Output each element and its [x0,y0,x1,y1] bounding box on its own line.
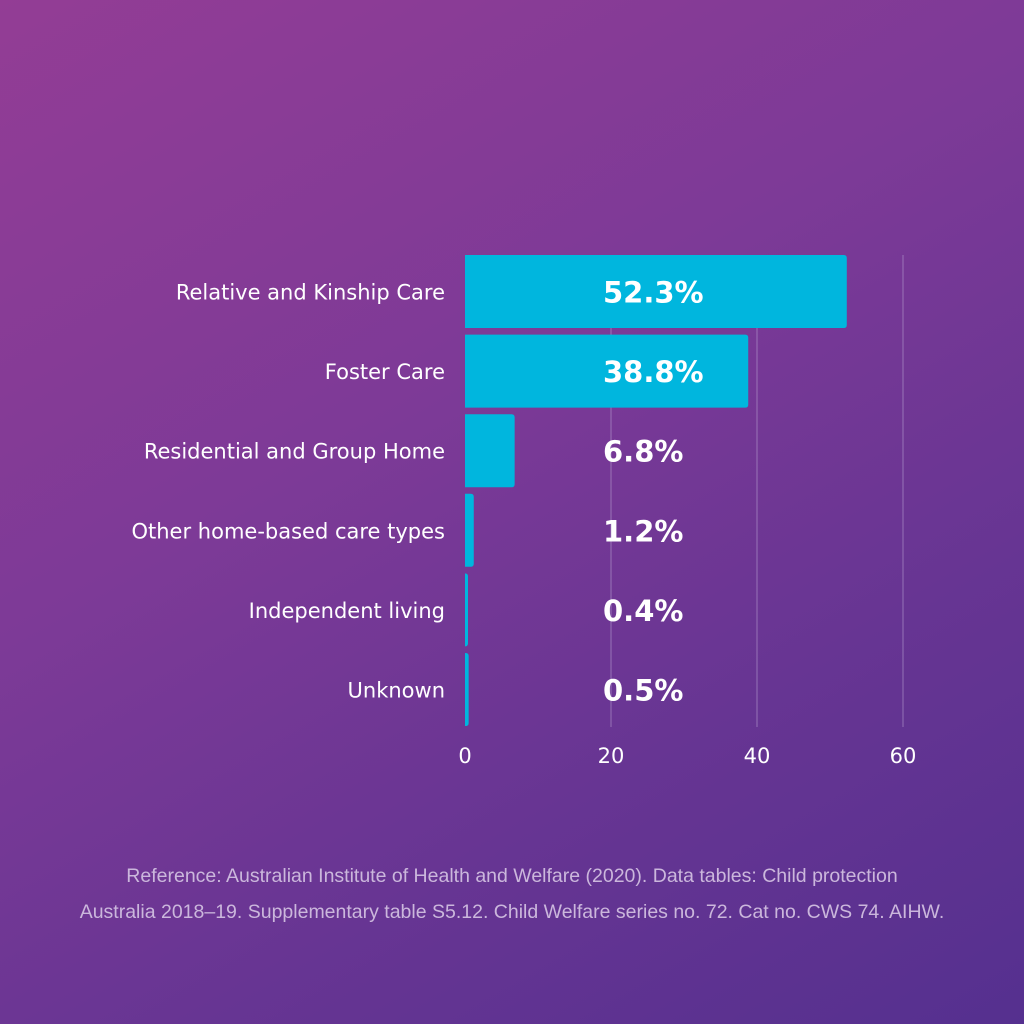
category-label: Unknown [348,679,445,703]
category-label: Relative and Kinship Care [176,281,445,305]
category-label: Foster Care [325,360,445,384]
x-tick-label: 40 [744,744,771,768]
category-label: Residential and Group Home [144,440,445,464]
value-label: 6.8% [603,435,683,469]
bar [465,334,749,408]
value-label: 1.2% [603,514,683,548]
x-tick-label: 60 [890,744,917,768]
reference-line-1: Reference: Australian Institute of Healt… [126,865,898,887]
value-label: 38.8% [603,355,704,389]
bar [465,573,468,647]
bar [465,653,469,726]
category-label: Other home-based care types [131,519,445,543]
x-tick-label: 0 [458,744,471,768]
bar [465,414,515,488]
reference-note: Reference: Australian Institute of Healt… [0,858,1024,930]
bar [465,493,474,567]
bar [465,255,847,328]
value-label: 52.3% [603,276,704,310]
category-label: Independent living [249,599,445,623]
reference-line-2: Australia 2018–19. Supplementary table S… [79,901,945,923]
x-tick-label: 20 [598,744,625,768]
value-label: 0.5% [603,674,683,708]
value-label: 0.4% [603,594,683,628]
